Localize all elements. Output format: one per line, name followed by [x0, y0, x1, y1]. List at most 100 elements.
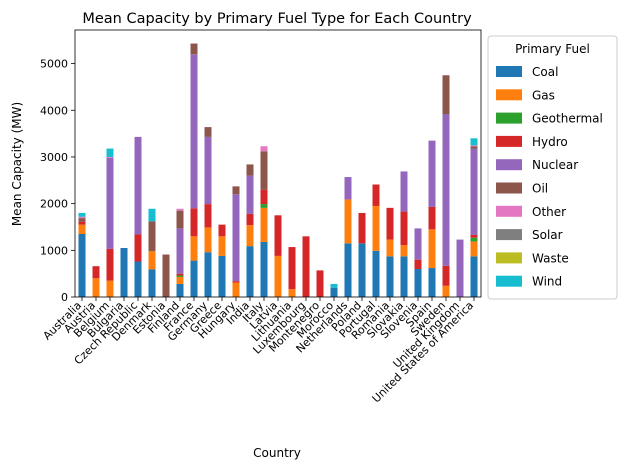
bar-segment	[470, 146, 478, 149]
bar-segment	[232, 282, 240, 297]
bar-segment	[400, 256, 408, 297]
legend-swatch	[496, 182, 522, 194]
bar-segment	[330, 287, 338, 297]
bar-segment	[78, 221, 86, 225]
bar-segment	[232, 281, 240, 283]
bar-segment	[442, 114, 450, 266]
legend-swatch	[496, 66, 522, 77]
legend-label: Wind	[532, 275, 562, 289]
bar-segment	[302, 236, 310, 297]
bar-segment	[288, 247, 296, 290]
bar-segment	[246, 246, 254, 297]
bar-segment	[106, 157, 114, 249]
plot-area: 010002000300040005000AustraliaAustriaBel…	[40, 29, 482, 405]
bar-segment	[414, 259, 422, 269]
bar-segment	[428, 268, 436, 297]
bar-segment	[218, 224, 226, 237]
legend-label: Nuclear	[532, 158, 578, 172]
legend-label: Oil	[532, 182, 548, 196]
bar-segment	[260, 151, 268, 190]
legend-label: Coal	[532, 65, 558, 79]
bar-segment	[190, 208, 198, 237]
y-tick-label: 1000	[40, 244, 68, 257]
bar-segment	[372, 205, 380, 251]
bar-segment	[260, 204, 268, 208]
bar-segment	[372, 184, 380, 206]
bar-segment	[78, 233, 86, 297]
bar-segment	[260, 241, 268, 297]
bar-segment	[470, 237, 478, 242]
bar-segment	[288, 289, 296, 297]
legend-label: Other	[532, 205, 566, 219]
bar-segment	[456, 239, 464, 297]
bar-segment	[386, 239, 394, 257]
legend-swatch	[496, 135, 522, 147]
legend-title: Primary Fuel	[515, 42, 590, 56]
bar-segment	[204, 204, 212, 228]
bar-segment	[148, 269, 156, 297]
bar-segment	[386, 256, 394, 297]
bar-segment	[400, 171, 408, 212]
bar-segment	[260, 207, 268, 242]
bar-segment	[344, 243, 352, 297]
bar-segment	[428, 206, 436, 230]
bar-segment	[330, 283, 338, 288]
bar-segment	[204, 227, 212, 253]
legend-label: Waste	[532, 251, 569, 265]
bar-segment	[470, 138, 478, 146]
bar-segment	[106, 280, 114, 297]
legend-swatch	[496, 159, 522, 171]
bar-segment	[400, 245, 408, 257]
bar-segment	[246, 164, 254, 176]
bar-segment	[176, 283, 184, 297]
bar-segment	[78, 224, 86, 234]
bar-segment	[176, 275, 184, 277]
bar-segment	[204, 252, 212, 297]
legend-swatch	[496, 252, 522, 264]
bar-segment	[190, 54, 198, 209]
bar-segment	[190, 260, 198, 297]
bar-segment	[344, 177, 352, 200]
bar-segment	[148, 208, 156, 222]
legend: Primary Fuel Coal Gas Geothermal Hydro Nuclea…	[487, 35, 618, 300]
legend-swatch	[496, 112, 522, 124]
legend-label: Gas	[532, 88, 555, 102]
bar-segment	[176, 273, 184, 276]
bar-segment	[260, 146, 268, 152]
bar-segment	[78, 216, 86, 219]
bar-segment	[134, 136, 142, 235]
bar-segment	[232, 194, 240, 282]
bar-segment	[78, 212, 86, 217]
bar-segment	[148, 221, 156, 252]
bar-segment	[470, 234, 478, 238]
x-axis-label: Country	[253, 446, 301, 460]
bar-segment	[106, 148, 114, 157]
y-axis-label: Mean Capacity (MW)	[10, 102, 24, 226]
legend-swatch	[496, 275, 522, 287]
bar-segment	[246, 175, 254, 214]
bar-segment	[120, 247, 128, 297]
y-tick-label: 4000	[40, 104, 68, 117]
bar-segment	[470, 241, 478, 257]
y-tick-label: 2000	[40, 198, 68, 211]
bar-segment	[470, 256, 478, 297]
bar-segment	[442, 75, 450, 115]
bar-segment	[372, 250, 380, 297]
bar-segment	[134, 261, 142, 297]
bar-segment	[246, 225, 254, 247]
bar-segment	[106, 156, 114, 158]
bar-segment	[176, 210, 184, 229]
bar-segment	[246, 213, 254, 226]
bar-segment	[470, 145, 478, 147]
bar-segment	[78, 218, 86, 222]
bar-segment	[218, 255, 226, 297]
bar-segment	[106, 248, 114, 281]
bar-segment	[176, 276, 184, 284]
bar-segment	[414, 228, 422, 260]
bar-segment	[442, 285, 450, 297]
legend-label: Geothermal	[532, 112, 603, 126]
bar-segment	[316, 270, 324, 297]
bar-segment	[274, 255, 282, 297]
legend-swatch	[496, 89, 522, 101]
